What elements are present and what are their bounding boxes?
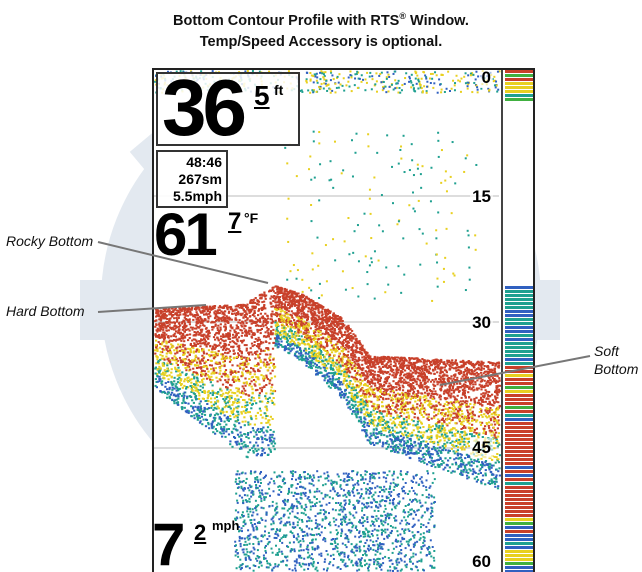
temperature-value: 61: [154, 201, 218, 268]
depth-readout: 36 5 ft: [156, 70, 300, 152]
distance-value: 267sm: [178, 171, 222, 187]
timer-value: 48:46: [186, 154, 222, 170]
depth-decimal: 5: [254, 80, 270, 111]
depth-unit: ft: [274, 82, 284, 98]
caption-line1-end: Window.: [406, 12, 469, 29]
rts-window: [501, 70, 533, 572]
rocky-bottom-pointer: [97, 241, 269, 284]
temperature-unit: °F: [244, 210, 259, 226]
depth-scale-45: 45: [470, 438, 493, 458]
speed-decimal: 2: [194, 520, 207, 545]
temperature-decimal: 7: [228, 208, 242, 235]
figure-caption: Bottom Contour Profile with RTS® Window.…: [0, 6, 642, 53]
depth-scale-15: 15: [470, 187, 493, 207]
caption-line1: Bottom Contour Profile with RTS: [173, 12, 400, 29]
speed-small-value: 5.5mph: [172, 188, 222, 204]
soft-bottom-label-line2: Bottom: [594, 361, 639, 377]
depth-value: 36: [162, 68, 247, 152]
rocky-bottom-label: Rocky Bottom: [6, 233, 94, 249]
soft-bottom-label-line1: Soft: [594, 343, 619, 359]
info-readout: 48:46 267sm 5.5mph: [156, 150, 228, 208]
depth-scale-0: 0: [479, 68, 493, 88]
depth-scale-30: 30: [470, 313, 493, 333]
speed-value: 7: [152, 511, 185, 572]
depth-scale-60: 60: [470, 552, 493, 572]
soft-bottom-label: Soft Bottom: [594, 342, 638, 378]
caption-line2: Temp/Speed Accessory is optional.: [199, 33, 443, 50]
registered-mark: ®: [399, 11, 406, 21]
sonar-screen: 0 15 30 45 60 36 5 ft 48:46 267sm 5.5mph…: [152, 68, 535, 572]
speed-unit: mph: [212, 518, 240, 533]
sonar-returns: [154, 70, 502, 572]
soft-bottom-pointer: [439, 355, 591, 386]
hard-bottom-label: Hard Bottom: [6, 303, 85, 319]
hard-bottom-pointer: [97, 304, 207, 313]
